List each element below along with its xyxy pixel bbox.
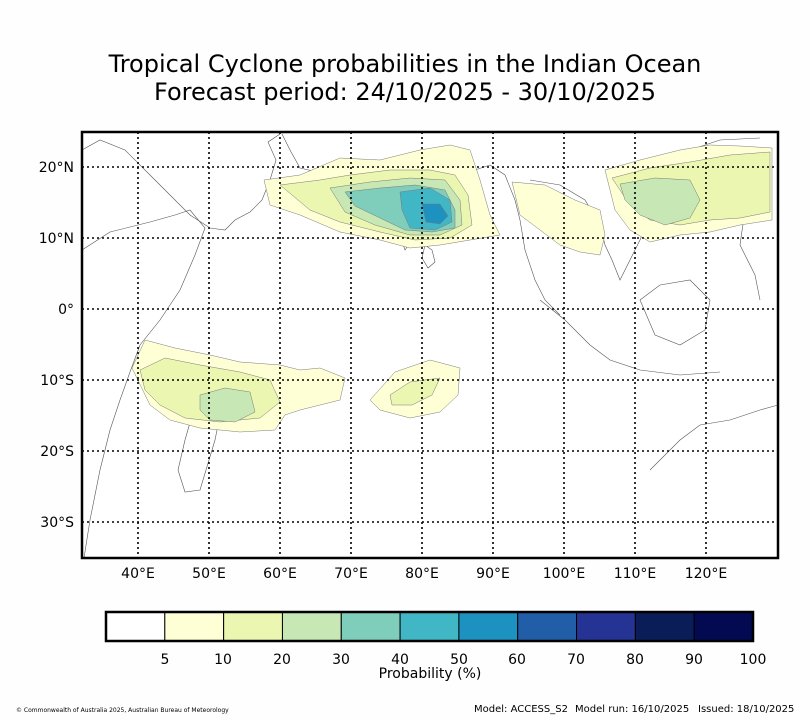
cbar-tick-70: 70 bbox=[567, 652, 585, 668]
cbar-tick-20: 20 bbox=[273, 652, 291, 668]
coast-myanmar bbox=[489, 164, 561, 316]
colorbar-ticks: 5 10 20 30 40 50 60 70 80 90 100 bbox=[161, 652, 767, 668]
cbar-tick-80: 80 bbox=[626, 652, 644, 668]
lat-label-0: 0° bbox=[58, 302, 74, 318]
lat-label-10n: 10°N bbox=[39, 231, 74, 247]
colorbar-cell-2 bbox=[223, 611, 283, 642]
cbar-tick-5: 5 bbox=[161, 652, 170, 668]
coast-sri-lanka bbox=[421, 244, 436, 269]
colorbar-cells bbox=[105, 611, 754, 642]
contour-csio-10 bbox=[389, 377, 441, 406]
lon-label-100e: 100°E bbox=[543, 566, 586, 582]
cbar-tick-30: 30 bbox=[332, 652, 350, 668]
coast-africa bbox=[82, 209, 206, 558]
cbar-tick-40: 40 bbox=[391, 652, 409, 668]
lon-label-50e: 50°E bbox=[192, 566, 226, 582]
colorbar-cell-8 bbox=[576, 611, 636, 642]
colorbar-cell-1 bbox=[164, 611, 225, 642]
colorbar-cell-3 bbox=[281, 611, 342, 642]
lat-label-20s: 20°S bbox=[40, 444, 74, 460]
colorbar: 5 10 20 30 40 50 60 70 80 90 100 Probabi… bbox=[104, 610, 767, 682]
colorbar-label: Probability (%) bbox=[379, 666, 482, 682]
lon-label-60e: 60°E bbox=[263, 566, 297, 582]
coast-borneo bbox=[639, 279, 711, 346]
model-name: Model: ACCESS_S2 bbox=[474, 704, 568, 715]
probability-contours bbox=[131, 144, 773, 433]
lon-label-110e: 110°E bbox=[614, 566, 657, 582]
lat-label-20n: 20°N bbox=[39, 160, 74, 176]
coast-sumatra bbox=[539, 299, 721, 376]
issued-date: Issued: 18/10/2025 bbox=[698, 704, 795, 715]
title-line-2: Forecast period: 24/10/2025 - 30/10/2025 bbox=[154, 78, 656, 106]
copyright-notice: © Commonwealth of Australia 2025, Austra… bbox=[16, 707, 229, 714]
colorbar-cell-9 bbox=[634, 611, 695, 642]
coast-australia bbox=[649, 404, 778, 471]
colorbar-cell-7 bbox=[517, 611, 578, 642]
contour-scs-5 bbox=[511, 181, 606, 256]
colorbar-frame bbox=[104, 610, 755, 643]
cbar-tick-10: 10 bbox=[214, 652, 232, 668]
lon-label-40e: 40°E bbox=[121, 566, 155, 582]
cbar-tick-60: 60 bbox=[508, 652, 526, 668]
lat-label-30s: 30°S bbox=[40, 515, 74, 531]
lon-label-120e: 120°E bbox=[685, 566, 728, 582]
cbar-tick-100: 100 bbox=[740, 652, 767, 668]
colorbar-cell-6 bbox=[458, 611, 519, 642]
map-title: Tropical Cyclone probabilities in the In… bbox=[0, 50, 810, 106]
cbar-tick-50: 50 bbox=[450, 652, 468, 668]
colorbar-cell-10 bbox=[693, 611, 754, 642]
map-frame bbox=[80, 130, 780, 560]
cbar-tick-90: 90 bbox=[685, 652, 703, 668]
contour-scs-20 bbox=[619, 177, 701, 226]
lon-label-70e: 70°E bbox=[334, 566, 368, 582]
colorbar-cell-5 bbox=[399, 611, 460, 642]
colorbar-cell-4 bbox=[340, 611, 401, 642]
contour-nio-50 bbox=[421, 203, 449, 225]
graticule bbox=[82, 132, 778, 558]
colorbar-cell-0 bbox=[105, 611, 166, 642]
lat-label-10s: 10°S bbox=[40, 373, 74, 389]
lon-labels: 40°E 50°E 60°E 70°E 80°E 90°E 100°E 110°… bbox=[121, 566, 727, 582]
lon-label-80e: 80°E bbox=[405, 566, 439, 582]
lon-label-90e: 90°E bbox=[476, 566, 510, 582]
lat-labels: 20°N 10°N 0° 10°S 20°S 30°S bbox=[39, 160, 74, 531]
contour-swio-20 bbox=[199, 387, 256, 423]
title-line-1: Tropical Cyclone probabilities in the In… bbox=[108, 50, 702, 78]
model-run: Model run: 16/10/2025 bbox=[575, 704, 690, 715]
